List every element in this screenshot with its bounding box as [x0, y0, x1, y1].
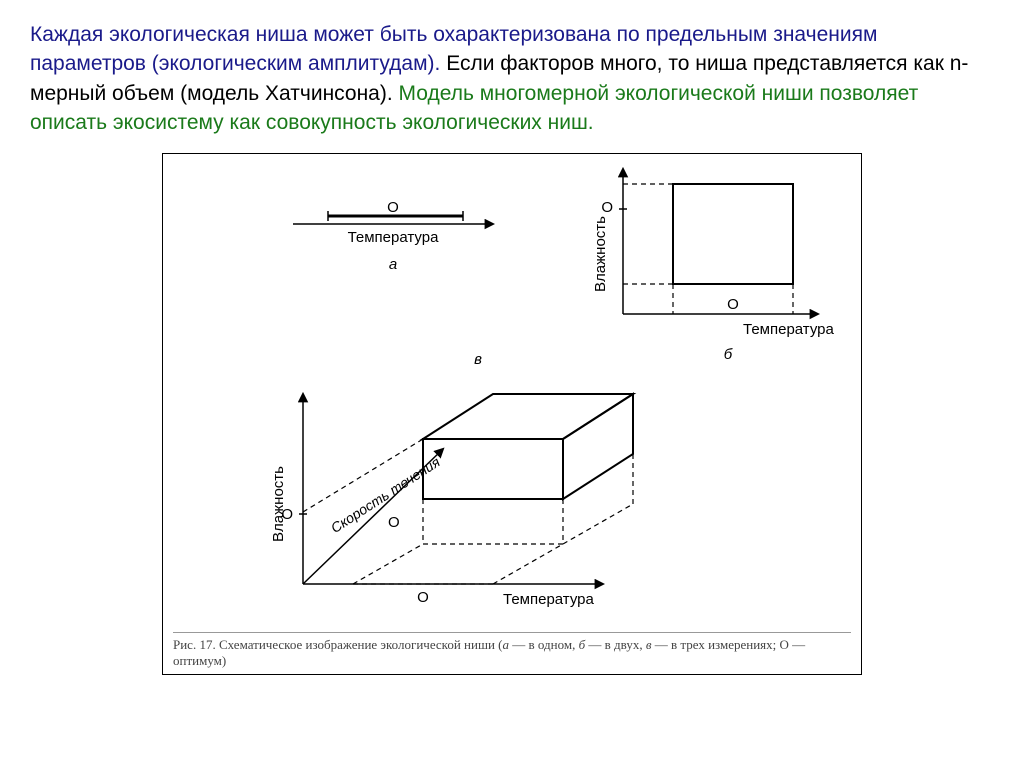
cap-prefix: Рис. 17. Схематическое изображение эколо… — [173, 637, 503, 652]
panel-label-b: б — [724, 346, 733, 363]
panel-v: в O — [270, 351, 633, 608]
label-O-a: O — [387, 199, 399, 216]
panel-b: O O Температура Влажность б — [592, 169, 835, 363]
niche-diagram: O Температура а O O Температура Влажност… — [173, 164, 851, 624]
label-temp-b: Температура — [743, 321, 835, 338]
label-flow-v: Скорость течения — [328, 453, 443, 536]
label-temp-a: Температура — [348, 229, 440, 246]
cap-b-txt: — в двух, — [585, 637, 646, 652]
label-O-b-y: O — [601, 199, 613, 216]
intro-paragraph: Каждая экологическая ниша может быть оха… — [30, 20, 994, 138]
cap-a-txt: — в одном, — [509, 637, 579, 652]
figure-container: O Температура а O O Температура Влажност… — [162, 153, 862, 675]
label-temp-v: Температура — [503, 591, 595, 608]
label-O-v-z: O — [388, 514, 400, 531]
label-humid-v: Влажность — [270, 465, 287, 541]
panel-a: O Температура а — [293, 199, 493, 273]
label-O-b-x: O — [727, 296, 739, 313]
label-O-v-x: O — [417, 589, 429, 606]
figure-caption: Рис. 17. Схематическое изображение эколо… — [173, 632, 851, 669]
panel-label-a: а — [389, 256, 397, 273]
label-humid-b: Влажность — [592, 215, 609, 291]
panel-label-v: в — [474, 351, 482, 368]
